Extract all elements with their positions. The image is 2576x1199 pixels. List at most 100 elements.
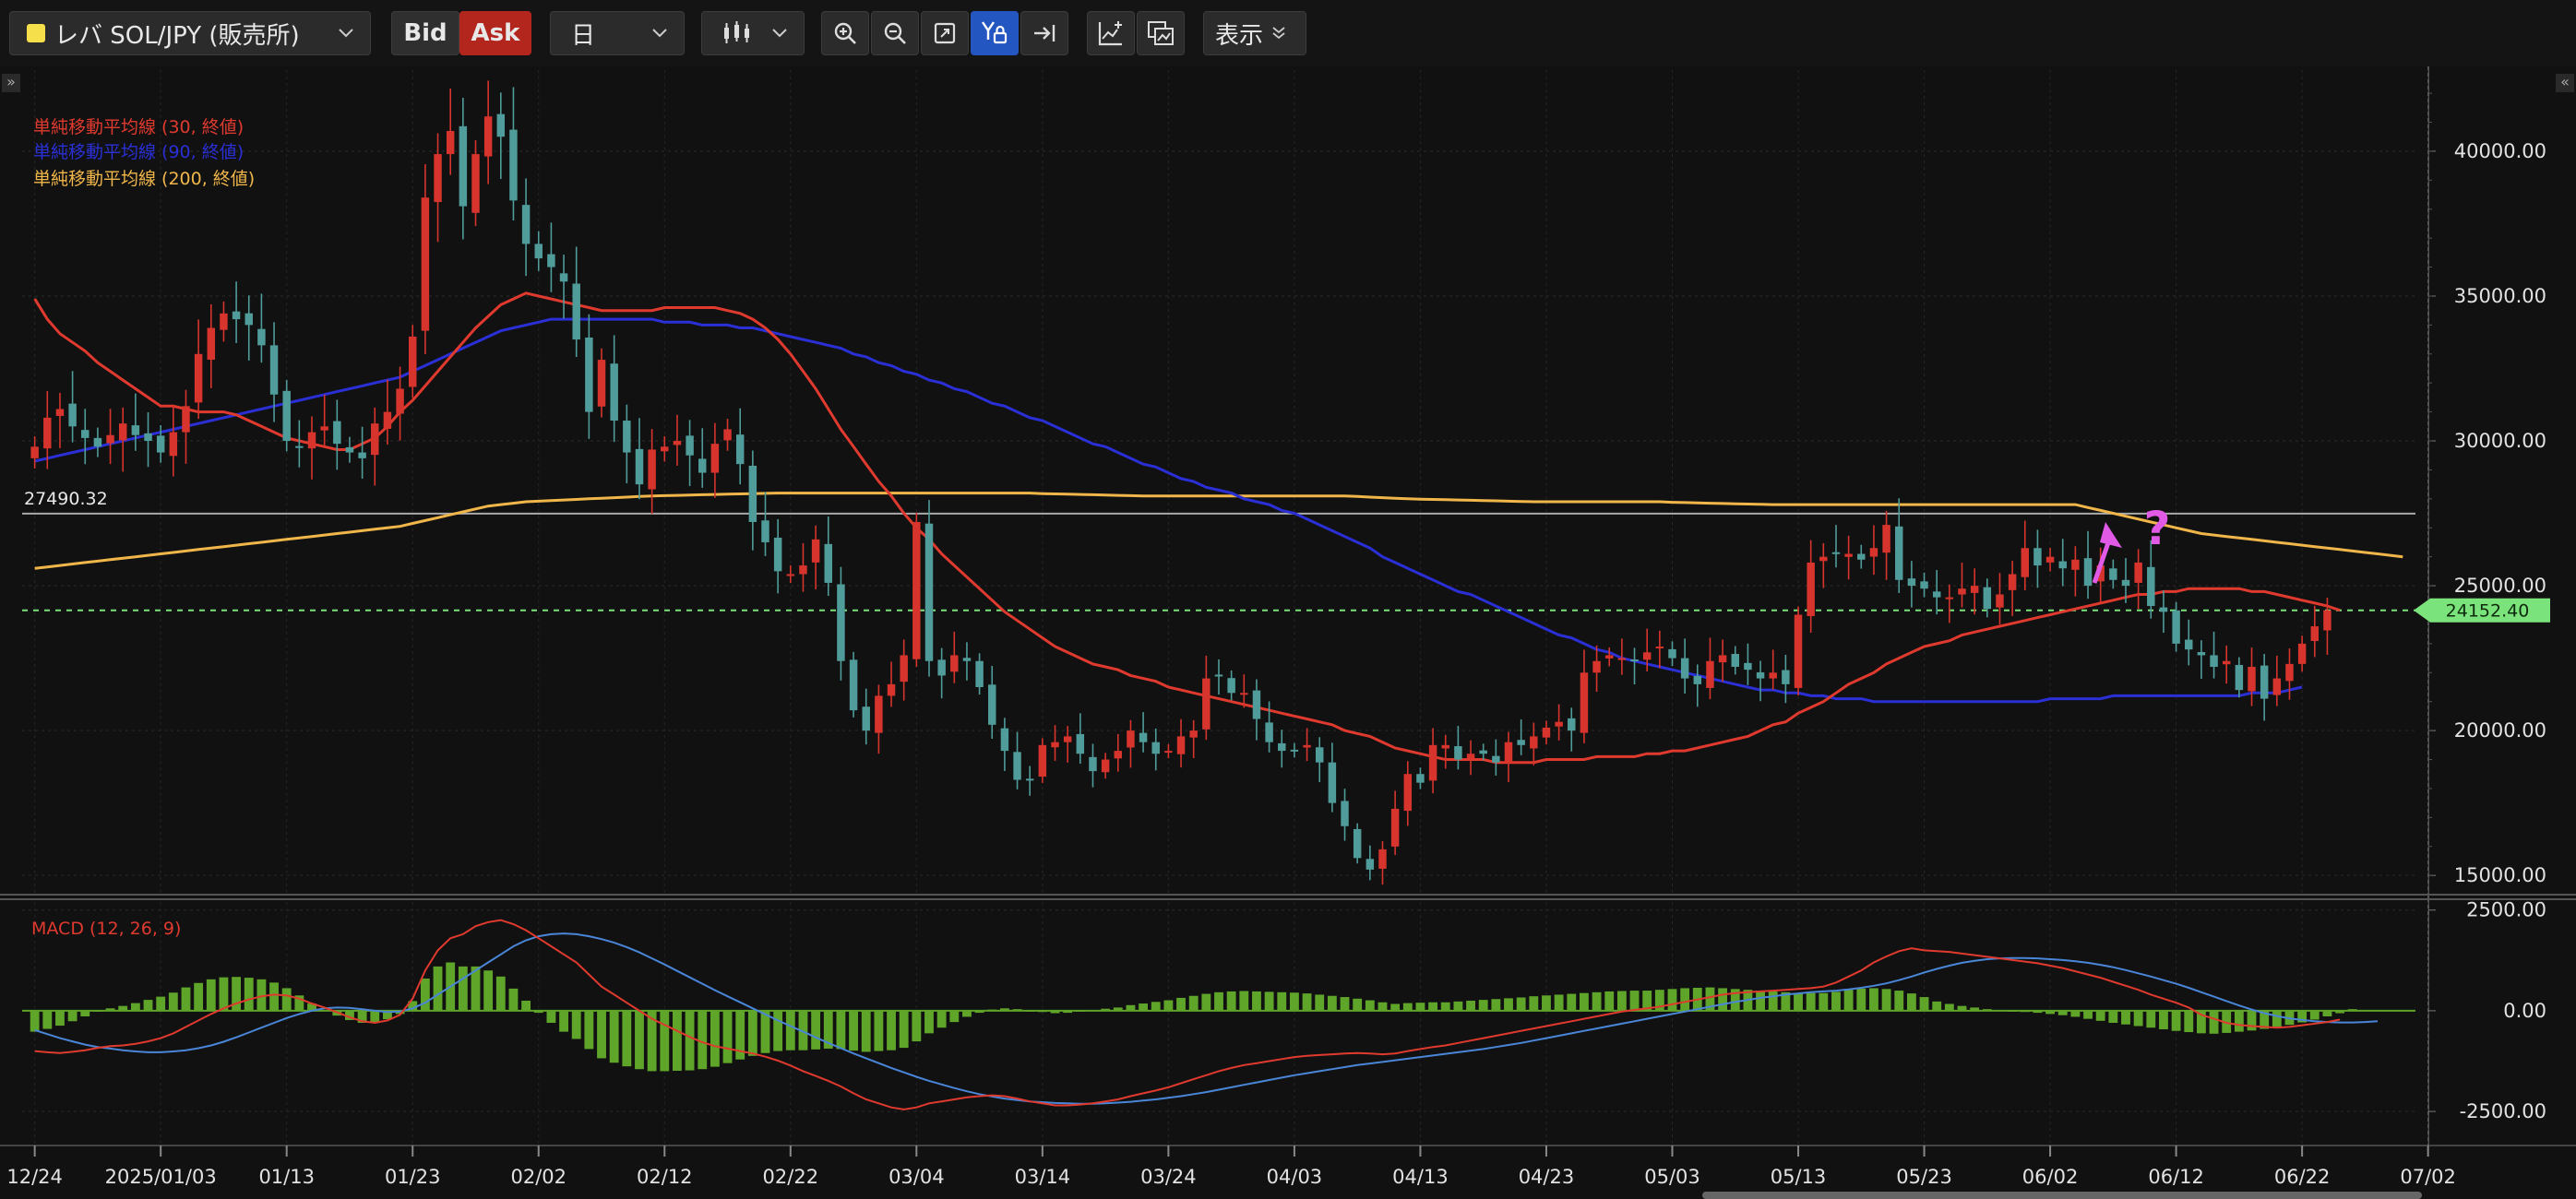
x-tick-label: 04/23 xyxy=(1519,1166,1575,1188)
candle-body xyxy=(1542,727,1551,738)
y-tick-label: 30000.00 xyxy=(2454,430,2546,452)
compare-button[interactable] xyxy=(1137,11,1185,55)
macd-histogram-bar xyxy=(1756,991,1765,1011)
candle-body xyxy=(2248,667,2256,692)
candle-body xyxy=(1328,762,1337,803)
macd-histogram-bar xyxy=(1894,991,1904,1011)
macd-histogram-bar xyxy=(2209,1010,2219,1034)
candle-body xyxy=(2323,610,2332,631)
candle-body xyxy=(1630,659,1639,662)
symbol-selector[interactable]: レバ SOL/JPY (販売所) xyxy=(9,11,371,55)
y-axis-lock-button[interactable] xyxy=(971,11,1019,55)
macd-histogram-bar xyxy=(471,966,481,1011)
y-tick-label: 25000.00 xyxy=(2454,575,2546,597)
x-tick-label: 05/13 xyxy=(1771,1166,1827,1188)
zoom-out-button[interactable] xyxy=(871,11,919,55)
candle-body xyxy=(220,313,228,330)
macd-histogram-bar xyxy=(1592,991,1602,1011)
question-mark-annotation: ? xyxy=(2143,502,2170,555)
collapse-right-toggle[interactable]: « xyxy=(2556,74,2574,92)
macd-histogram-bar xyxy=(924,1010,934,1034)
macd-histogram-bar xyxy=(647,1010,657,1072)
chart-type-selector[interactable] xyxy=(701,11,805,55)
candle-body xyxy=(547,254,555,267)
chevron-down-icon xyxy=(339,29,353,38)
macd-histogram-bar xyxy=(1302,993,1312,1011)
candle-body xyxy=(459,125,468,207)
add-indicator-button[interactable] xyxy=(1087,11,1135,55)
candlestick-type-icon xyxy=(724,21,749,43)
x-tick-label: 05/23 xyxy=(1896,1166,1952,1188)
bid-button[interactable]: Bid xyxy=(391,11,459,55)
candle-body xyxy=(2109,568,2117,580)
candle-body xyxy=(371,423,379,456)
candle-body xyxy=(1782,670,1790,684)
macd-histogram-bar xyxy=(1315,994,1325,1011)
candle-body xyxy=(1025,778,1034,781)
legend-sma90: 単純移動平均線 (90, 終値) xyxy=(33,142,244,162)
macd-histogram-bar xyxy=(483,970,494,1011)
candle-body xyxy=(2210,655,2218,668)
fit-screen-button[interactable] xyxy=(921,11,969,55)
candle-body xyxy=(698,458,707,473)
candle-body xyxy=(2297,643,2307,664)
macd-histogram-bar xyxy=(962,1010,972,1017)
y-tick-label: 2500.00 xyxy=(2466,899,2546,921)
macd-histogram-bar xyxy=(1226,991,1236,1011)
macd-histogram-bar xyxy=(42,1010,53,1029)
x-tick-label: 02/02 xyxy=(510,1166,566,1188)
x-tick-label: 03/24 xyxy=(1140,1166,1197,1188)
macd-histogram-bar xyxy=(874,1010,884,1051)
macd-histogram-bar xyxy=(1642,991,1652,1011)
candle-body xyxy=(131,425,140,435)
candle-body xyxy=(471,154,480,213)
macd-histogram-bar xyxy=(1075,1010,1085,1012)
candle-body xyxy=(837,584,845,661)
macd-histogram-bar xyxy=(93,1010,102,1012)
display-menu-button[interactable]: 表示 xyxy=(1203,11,1306,55)
candle-body xyxy=(1996,594,2004,608)
collapse-left-toggle[interactable]: » xyxy=(2,74,20,92)
macd-histogram-bar xyxy=(533,1010,543,1014)
macd-histogram-bar xyxy=(836,1010,846,1050)
zoom-in-icon xyxy=(834,22,856,44)
candle-body xyxy=(1794,614,1803,688)
macd-histogram-bar xyxy=(2045,1010,2055,1015)
horizontal-scrollbar[interactable] xyxy=(1702,1192,2422,1199)
scroll-to-end-button[interactable] xyxy=(1020,11,1068,55)
ask-button[interactable]: Ask xyxy=(459,11,531,55)
candle-body xyxy=(686,435,694,456)
candle-body xyxy=(1214,674,1223,677)
zoom-in-button[interactable] xyxy=(821,11,869,55)
candle-body xyxy=(1958,588,1966,595)
macd-histogram-bar xyxy=(1025,1010,1035,1012)
candle-body xyxy=(1051,742,1059,748)
x-tick-label: 01/23 xyxy=(385,1166,441,1188)
macd-histogram-bar xyxy=(1995,1010,2005,1012)
candle-body xyxy=(2159,607,2168,612)
candle-body xyxy=(421,197,430,331)
candle-body xyxy=(1920,581,1928,589)
macd-histogram-bar xyxy=(2222,1010,2232,1033)
candle-body xyxy=(1882,525,1890,553)
macd-histogram-bar xyxy=(1088,1010,1098,1012)
macd-histogram-bar xyxy=(949,1010,960,1023)
candle-body xyxy=(320,426,328,431)
timeframe-selector[interactable]: 日 xyxy=(550,11,685,55)
candle-body xyxy=(2172,610,2180,644)
macd-histogram-bar xyxy=(1819,992,1829,1011)
macd-histogram-bar xyxy=(1970,1007,1980,1011)
candle-body xyxy=(1013,752,1021,780)
candle-body xyxy=(1479,750,1487,754)
macd-histogram-bar xyxy=(2033,1010,2043,1014)
candle-body xyxy=(1151,742,1160,754)
candle-body xyxy=(55,409,65,416)
macd-histogram-bar xyxy=(508,988,519,1011)
y-axis-lock-icon xyxy=(982,21,1008,44)
macd-histogram-bar xyxy=(1478,1000,1488,1011)
candle-body xyxy=(1341,801,1349,826)
x-tick-label: 05/03 xyxy=(1644,1166,1700,1188)
macd-histogram-bar xyxy=(571,1010,581,1039)
candle-body xyxy=(1680,658,1689,679)
